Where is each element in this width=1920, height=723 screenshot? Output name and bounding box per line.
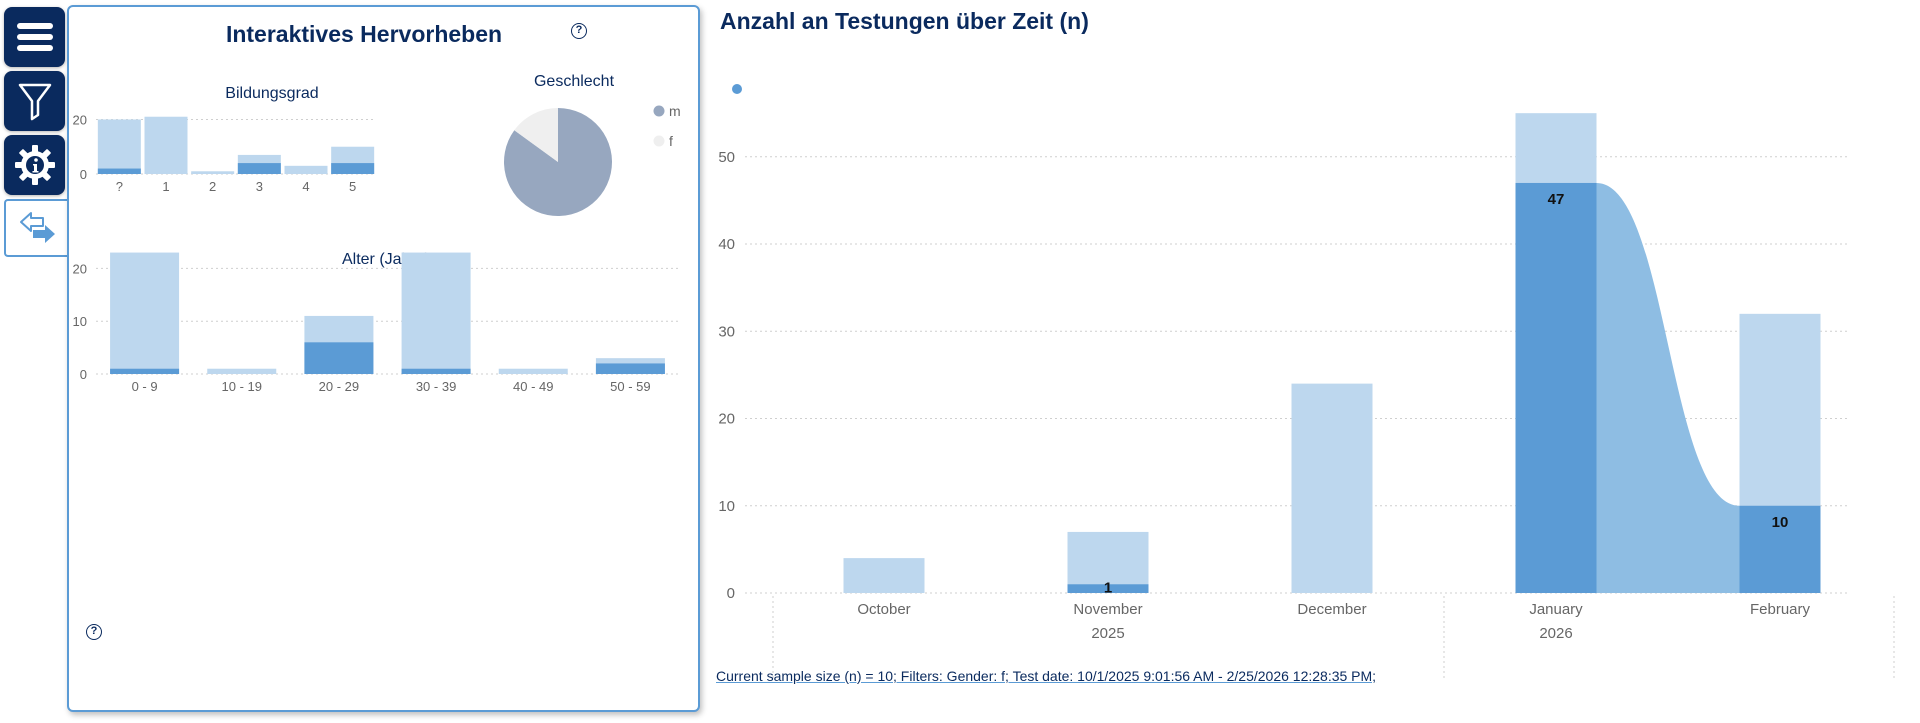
alter-chart: 0 10 20 0 - 9 10 - 19 20 - 29 30 - 39 40 - 49 50… bbox=[73, 252, 679, 394]
menu-button[interactable] bbox=[4, 7, 65, 67]
geschlecht-slice-f[interactable] bbox=[514, 108, 558, 162]
geschlecht-legend-label-f: f bbox=[669, 133, 673, 149]
alter-x-tick: 0 - 9 bbox=[132, 379, 158, 394]
filter-icon bbox=[18, 83, 51, 121]
testungen-data-label: 10 bbox=[1772, 514, 1789, 531]
bildungsgrad-bar-highlight[interactable] bbox=[237, 163, 281, 174]
panel-charts: Bildungsgrad 020? 1 2 3 4 5 Geschlecht mf Alt… bbox=[73, 73, 681, 394]
alter-bar-total[interactable] bbox=[110, 252, 180, 374]
bildungsgrad-bar-total[interactable] bbox=[191, 171, 235, 174]
alter-x-tick: 30 - 39 bbox=[416, 379, 456, 394]
testungen-y-tick: 40 bbox=[718, 236, 735, 253]
alter-bar-total[interactable] bbox=[207, 368, 277, 374]
help-icon[interactable]: ? bbox=[571, 23, 587, 39]
bildungsgrad-x-tick: 1 bbox=[162, 179, 169, 194]
bildungsgrad-x-tick: 5 bbox=[349, 179, 356, 194]
bildungsgrad-y-tick: 20 bbox=[73, 112, 87, 127]
testungen-bar-total[interactable] bbox=[1291, 383, 1373, 593]
menu-icon bbox=[16, 23, 53, 51]
testungen-year-label: 2026 bbox=[1539, 625, 1572, 642]
bildungsgrad-bar-total[interactable] bbox=[284, 165, 328, 174]
testungen-year-label: 2025 bbox=[1091, 625, 1124, 642]
bildungsgrad-y-tick: 0 bbox=[80, 167, 87, 182]
alter-bar-highlight[interactable] bbox=[595, 363, 665, 374]
panel-title: Interaktives Hervorheben bbox=[225, 21, 503, 47]
main-chart-title: Anzahl an Testungen über Zeit (n) bbox=[720, 8, 1089, 34]
testungen-x-tick: February bbox=[1750, 601, 1811, 618]
highlight-panel: Interaktives Hervorheben ? Bildungsgrad … bbox=[67, 5, 700, 712]
bildungsgrad-x-tick: 2 bbox=[209, 179, 216, 194]
testungen-x-tick: December bbox=[1297, 601, 1366, 618]
bildungsgrad-x-tick: 3 bbox=[256, 179, 263, 194]
testungen-bar-total[interactable] bbox=[1067, 531, 1149, 593]
alter-x-tick: 50 - 59 bbox=[610, 379, 650, 394]
alter-y-tick: 20 bbox=[73, 261, 87, 276]
geschlecht-legend-marker-f[interactable] bbox=[653, 135, 665, 147]
bildungsgrad-chart: 0 20? 1 2 3 4 5 bbox=[73, 112, 376, 194]
testungen-x-tick: January bbox=[1529, 601, 1583, 618]
alter-y-tick: 10 bbox=[73, 314, 87, 329]
testungen-data-label: 47 bbox=[1548, 191, 1565, 208]
bildungsgrad-bar-total[interactable] bbox=[97, 119, 141, 174]
bildungsgrad-bar-highlight[interactable] bbox=[331, 163, 375, 174]
alter-x-tick: 40 - 49 bbox=[513, 379, 553, 394]
bildungsgrad-x-tick: ? bbox=[116, 179, 123, 194]
bildungsgrad-title: Bildungsgrad bbox=[225, 85, 318, 102]
alter-y-tick: 0 bbox=[80, 367, 87, 382]
alter-bar-highlight[interactable] bbox=[401, 368, 471, 374]
alter-bar-total[interactable] bbox=[401, 252, 471, 374]
testungen-y-tick: 10 bbox=[718, 498, 735, 515]
geschlecht-chart: mf bbox=[504, 103, 681, 216]
testungen-data-label: 1 bbox=[1104, 579, 1112, 596]
sample-size-info-link[interactable]: Current sample size (n) = 10; Filters: G… bbox=[716, 668, 1377, 684]
swap-arrows-icon bbox=[20, 212, 55, 243]
bildungsgrad-x-tick: 4 bbox=[302, 179, 309, 194]
alter-bar-highlight[interactable] bbox=[304, 342, 374, 374]
testungen-y-tick: 30 bbox=[718, 323, 735, 340]
alter-bar-total[interactable] bbox=[498, 368, 568, 374]
testungen-y-tick: 50 bbox=[718, 149, 735, 166]
panel-toggle-button[interactable] bbox=[4, 199, 70, 257]
testungen-bar-highlight[interactable] bbox=[1067, 584, 1149, 593]
alter-x-tick: 10 - 19 bbox=[222, 379, 262, 394]
testungen-x-tick: October bbox=[857, 601, 910, 618]
settings-info-icon bbox=[14, 145, 55, 185]
filter-button[interactable] bbox=[4, 71, 65, 131]
help-icon-bottom[interactable]: ? bbox=[86, 624, 102, 640]
testungen-bar-total[interactable] bbox=[843, 558, 925, 593]
legend-dot[interactable] bbox=[732, 84, 742, 94]
geschlecht-legend-marker-m[interactable] bbox=[653, 105, 665, 117]
alter-bar-highlight[interactable] bbox=[110, 368, 180, 374]
settings-info-button[interactable] bbox=[4, 135, 65, 195]
testungen-y-tick: 0 bbox=[727, 585, 735, 602]
alter-x-tick: 20 - 29 bbox=[319, 379, 359, 394]
testungen-ribbon bbox=[1596, 182, 1740, 593]
testungen-y-tick: 20 bbox=[718, 411, 735, 428]
bildungsgrad-bar-total[interactable] bbox=[144, 116, 188, 174]
geschlecht-title: Geschlecht bbox=[534, 73, 615, 90]
geschlecht-legend-label-m: m bbox=[669, 103, 681, 119]
testungen-x-tick: November bbox=[1073, 601, 1142, 618]
testungen-chart: 0 10 20 30 40 50 October 1 November December 47 Jan… bbox=[718, 84, 1895, 680]
testungen-bar-highlight[interactable] bbox=[1739, 505, 1821, 593]
testungen-bar-highlight[interactable] bbox=[1515, 182, 1597, 593]
bildungsgrad-bar-highlight[interactable] bbox=[97, 168, 141, 174]
testungen-chart-body: 0 10 20 30 40 50 October 1 November December 47 Jan… bbox=[718, 113, 1895, 680]
